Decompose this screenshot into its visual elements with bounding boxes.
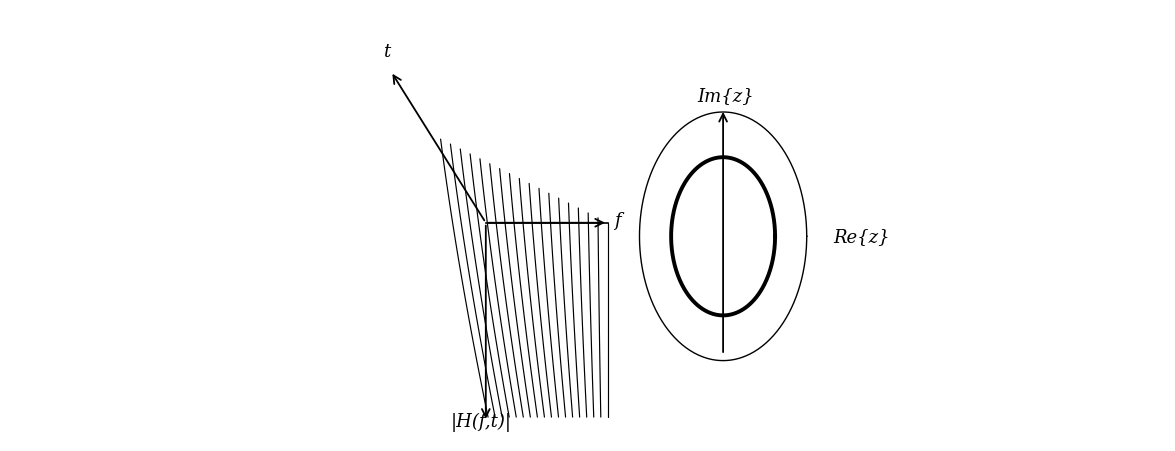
Text: |H(f,t)|: |H(f,t)| bbox=[451, 411, 512, 431]
Text: t: t bbox=[383, 43, 390, 61]
Text: Im{z}: Im{z} bbox=[697, 87, 753, 104]
Text: Re{z}: Re{z} bbox=[833, 228, 889, 246]
Text: f: f bbox=[613, 212, 620, 230]
